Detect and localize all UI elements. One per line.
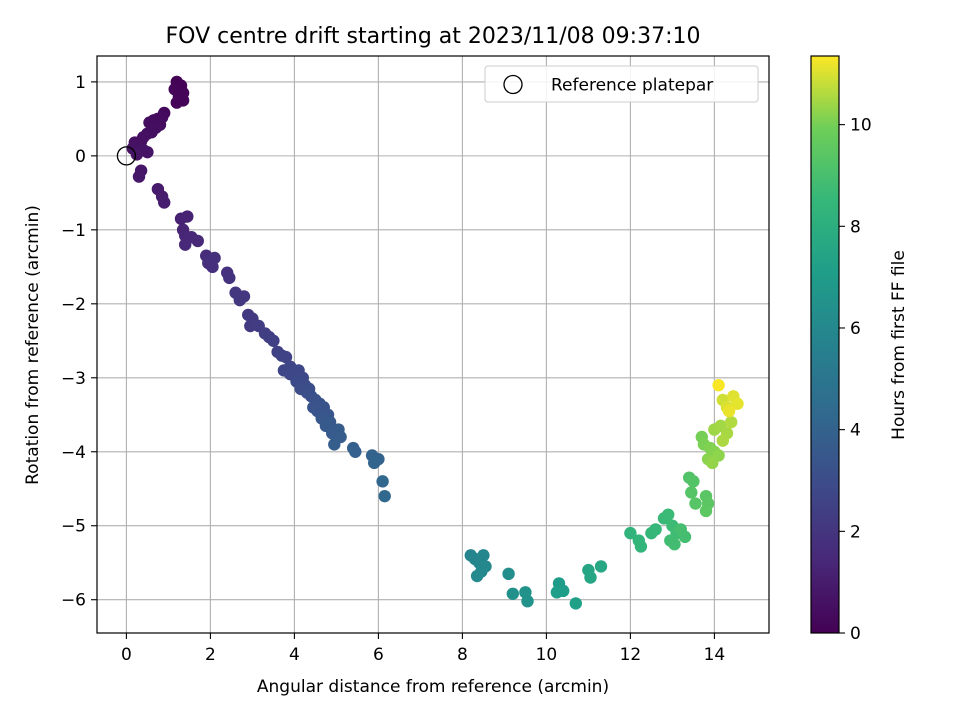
colorbar-tick-label: 2: [850, 522, 861, 542]
data-point: [731, 397, 744, 410]
data-points: [116, 75, 744, 610]
reference-point-marker: [116, 146, 137, 166]
data-point: [267, 334, 280, 348]
data-point: [470, 569, 484, 583]
colorbar-label: Hours from first FF file: [889, 250, 909, 440]
data-point: [170, 96, 183, 109]
colorbar: 0 2 4 6 8 10 Hours from first FF file: [810, 55, 909, 644]
y-tick-label: 0: [75, 147, 86, 167]
data-point: [132, 170, 146, 183]
y-tick-label: −5: [61, 517, 86, 537]
colorbar-tick-label: 10: [850, 116, 872, 136]
data-point: [328, 438, 341, 451]
data-point: [716, 434, 729, 447]
data-point: [368, 456, 381, 470]
data-point: [191, 234, 204, 248]
x-tick-label: 14: [704, 645, 726, 665]
data-point: [158, 196, 171, 209]
y-tick-label: −2: [61, 295, 86, 315]
colorbar-tick-label: 0: [850, 624, 861, 644]
data-point: [685, 486, 698, 499]
data-point: [624, 526, 637, 540]
data-point: [521, 594, 534, 608]
legend-marker: [503, 74, 523, 95]
y-tick-label: −3: [61, 369, 86, 389]
x-tick-label: 2: [205, 645, 216, 665]
y-tick-label: −4: [61, 443, 86, 463]
data-point: [208, 251, 221, 265]
data-point: [634, 540, 648, 553]
data-point: [179, 238, 192, 251]
data-point: [649, 523, 662, 536]
data-point: [181, 210, 194, 223]
data-point: [506, 587, 519, 600]
legend-entry-reference-platepar: Reference platepar: [551, 76, 713, 96]
data-point: [689, 497, 702, 510]
data-point: [141, 145, 154, 159]
x-tick-label: 0: [121, 645, 132, 665]
colorbar-ticks: 0 2 4 6 8 10: [839, 116, 872, 644]
data-point: [725, 415, 738, 429]
y-tick-label: −1: [61, 221, 86, 241]
data-point: [233, 293, 246, 307]
data-point: [699, 504, 713, 518]
y-tick-label: 1: [75, 73, 86, 93]
x-tick-label: 6: [373, 645, 384, 665]
x-axis-ticks: 0 2 4 6 8 10 12 14: [121, 633, 725, 665]
data-point: [584, 571, 597, 584]
legend-box: [484, 65, 759, 103]
data-point: [569, 597, 582, 610]
data-point: [378, 489, 391, 503]
chart-title: FOV centre drift starting at 2023/11/08 …: [166, 24, 701, 49]
data-point: [706, 456, 719, 470]
data-point: [674, 523, 687, 536]
x-tick-label: 12: [620, 645, 642, 665]
data-point: [349, 445, 362, 458]
data-point: [594, 560, 608, 573]
x-tick-label: 4: [289, 645, 300, 665]
data-point: [223, 271, 236, 285]
colorbar-frame: [810, 55, 840, 634]
data-point: [722, 404, 736, 418]
colorbar-tick-label: 6: [850, 319, 861, 339]
y-axis-label: Rotation from reference (arcmin): [23, 205, 43, 485]
data-point: [279, 350, 293, 364]
y-axis-ticks: 1 0 −1 −2 −3 −4 −5 −6: [61, 73, 97, 611]
y-tick-label: −6: [61, 591, 86, 611]
grid: [97, 56, 769, 633]
plot-frame: [96, 55, 770, 634]
data-point: [712, 378, 725, 392]
data-point: [668, 538, 681, 551]
data-point: [662, 508, 675, 521]
legend: Reference platepar: [484, 65, 759, 103]
x-tick-label: 8: [457, 645, 468, 665]
data-point: [502, 567, 515, 581]
data-point: [550, 586, 564, 599]
colorbar-tick-label: 4: [850, 421, 861, 441]
colorbar-tick-label: 8: [850, 217, 861, 237]
data-point: [687, 475, 700, 488]
x-axis-label: Angular distance from reference (arcmin): [257, 677, 609, 697]
colorbar-gradient: [811, 56, 839, 633]
data-point: [376, 475, 389, 488]
x-tick-label: 10: [536, 645, 558, 665]
